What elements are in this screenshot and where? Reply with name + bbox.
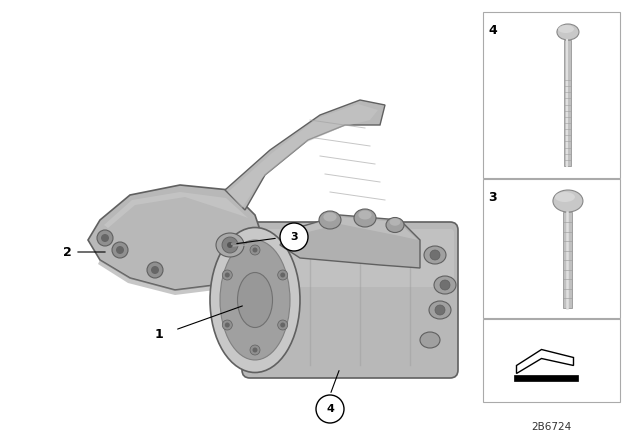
- FancyBboxPatch shape: [564, 40, 572, 166]
- Text: 3: 3: [488, 191, 497, 204]
- Circle shape: [280, 223, 308, 251]
- Polygon shape: [280, 215, 420, 268]
- Circle shape: [112, 242, 128, 258]
- Circle shape: [435, 305, 445, 315]
- Circle shape: [101, 234, 109, 242]
- Ellipse shape: [557, 24, 579, 40]
- Circle shape: [430, 250, 440, 260]
- Ellipse shape: [553, 190, 583, 212]
- Ellipse shape: [220, 240, 290, 360]
- Text: 4: 4: [326, 404, 334, 414]
- Ellipse shape: [323, 212, 337, 221]
- Ellipse shape: [225, 323, 230, 327]
- Ellipse shape: [222, 320, 232, 330]
- Ellipse shape: [555, 192, 575, 202]
- Ellipse shape: [420, 332, 440, 348]
- FancyBboxPatch shape: [242, 222, 458, 378]
- FancyBboxPatch shape: [251, 229, 454, 287]
- Circle shape: [147, 262, 163, 278]
- FancyBboxPatch shape: [483, 179, 620, 318]
- Text: 4: 4: [488, 24, 497, 37]
- Ellipse shape: [278, 320, 288, 330]
- Ellipse shape: [253, 247, 257, 253]
- Ellipse shape: [424, 246, 446, 264]
- Text: 2B6724: 2B6724: [531, 422, 572, 432]
- Circle shape: [227, 242, 233, 248]
- FancyBboxPatch shape: [483, 319, 620, 402]
- Ellipse shape: [253, 348, 257, 353]
- Text: 2: 2: [63, 246, 72, 258]
- Ellipse shape: [210, 228, 300, 372]
- Circle shape: [97, 230, 113, 246]
- Text: 3: 3: [290, 232, 298, 242]
- Circle shape: [440, 280, 450, 290]
- Ellipse shape: [216, 233, 244, 257]
- Circle shape: [151, 266, 159, 274]
- Polygon shape: [292, 217, 418, 240]
- Ellipse shape: [319, 211, 341, 229]
- Circle shape: [222, 237, 238, 253]
- FancyBboxPatch shape: [563, 212, 572, 308]
- Polygon shape: [513, 375, 577, 382]
- Ellipse shape: [429, 301, 451, 319]
- FancyBboxPatch shape: [483, 12, 620, 178]
- Circle shape: [316, 395, 344, 423]
- Polygon shape: [104, 192, 248, 228]
- Ellipse shape: [278, 270, 288, 280]
- Ellipse shape: [250, 245, 260, 255]
- Polygon shape: [88, 185, 265, 290]
- Ellipse shape: [354, 209, 376, 227]
- Ellipse shape: [237, 272, 273, 327]
- Ellipse shape: [558, 25, 574, 33]
- Polygon shape: [225, 100, 385, 210]
- Ellipse shape: [358, 211, 372, 220]
- Ellipse shape: [280, 272, 285, 277]
- Text: 1: 1: [154, 327, 163, 340]
- Ellipse shape: [280, 323, 285, 327]
- Ellipse shape: [250, 345, 260, 355]
- Polygon shape: [228, 104, 378, 208]
- Polygon shape: [516, 349, 573, 374]
- Circle shape: [116, 246, 124, 254]
- Ellipse shape: [386, 217, 404, 233]
- Polygon shape: [98, 260, 250, 295]
- Ellipse shape: [434, 276, 456, 294]
- Ellipse shape: [222, 270, 232, 280]
- Ellipse shape: [390, 218, 401, 226]
- Ellipse shape: [225, 272, 230, 277]
